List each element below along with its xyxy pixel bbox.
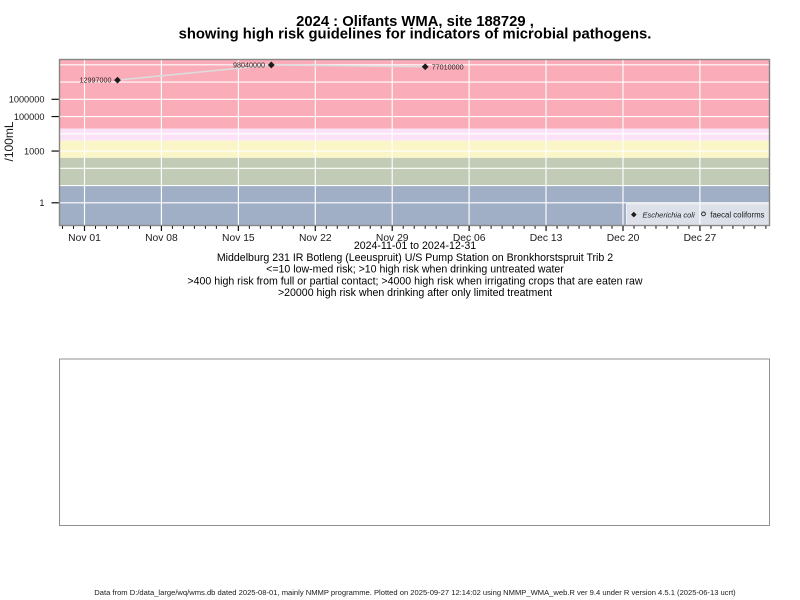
svg-text:2024-11-01 to 2024-12-31: 2024-11-01 to 2024-12-31: [354, 240, 476, 252]
svg-text:2024 : Olifants WMA, site 1887: 2024 : Olifants WMA, site 188729 ,: [296, 14, 534, 30]
svg-text:Nov 22: Nov 22: [299, 233, 332, 244]
svg-text:Data from D:/data_large/wq/wms: Data from D:/data_large/wq/wms.db dated …: [94, 588, 736, 597]
svg-text:Dec 27: Dec 27: [684, 233, 717, 244]
svg-text:showing high risk guidelines f: showing high risk guidelines for indicat…: [179, 26, 652, 42]
svg-text:>400 high risk from full or pa: >400 high risk from full or partial cont…: [187, 275, 643, 287]
svg-text:Nov 08: Nov 08: [145, 233, 178, 244]
svg-text:12997000: 12997000: [80, 76, 112, 85]
svg-text:77010000: 77010000: [432, 62, 464, 71]
svg-text:<=10 low-med risk; >10 high ri: <=10 low-med risk; >10 high risk when dr…: [266, 264, 564, 276]
svg-text:Nov 01: Nov 01: [68, 233, 101, 244]
svg-text:1: 1: [39, 198, 44, 208]
svg-text:Dec 13: Dec 13: [530, 233, 563, 244]
svg-text:>20000 high risk when drinking: >20000 high risk when drinking after onl…: [278, 287, 552, 299]
svg-text:98040000: 98040000: [233, 61, 265, 70]
svg-text:Escherichia coli: Escherichia coli: [643, 210, 695, 219]
svg-text:Nov 29: Nov 29: [376, 233, 409, 244]
svg-text:/100mL: /100mL: [2, 121, 16, 161]
svg-text:Middelburg 231 IR Botleng (Lee: Middelburg 231 IR Botleng (Leeuspruit) U…: [217, 252, 613, 264]
svg-text:Dec 06: Dec 06: [453, 233, 486, 244]
svg-text:100000: 100000: [14, 112, 45, 122]
svg-text:Dec 20: Dec 20: [607, 233, 640, 244]
svg-text:1000000: 1000000: [9, 95, 45, 105]
svg-text:Nov 15: Nov 15: [222, 233, 255, 244]
svg-text:faecal coliforms: faecal coliforms: [710, 210, 764, 219]
svg-text:1000: 1000: [24, 146, 44, 156]
